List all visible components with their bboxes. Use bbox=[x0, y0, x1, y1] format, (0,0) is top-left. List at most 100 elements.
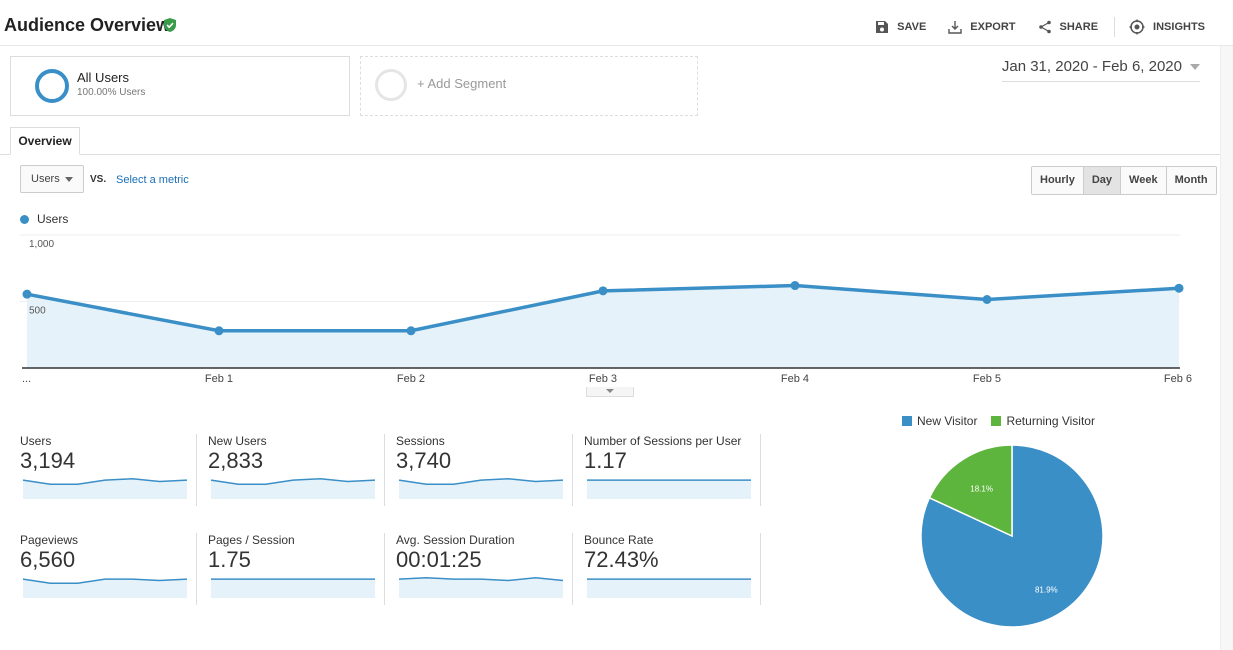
kpi-tile[interactable]: Sessions 3,740 bbox=[396, 434, 584, 506]
share-button[interactable]: SHARE bbox=[1038, 20, 1099, 34]
metric-select[interactable]: Users bbox=[20, 165, 84, 193]
sparkline-line bbox=[22, 578, 188, 584]
granularity-toggle: Hourly Day Week Month bbox=[1031, 166, 1217, 195]
kpi-label: New Users bbox=[208, 434, 267, 448]
legend-new-visitor: New Visitor bbox=[902, 414, 977, 428]
kpi-divider bbox=[760, 434, 761, 506]
share-label: SHARE bbox=[1059, 21, 1099, 33]
kpi-divider bbox=[572, 434, 573, 506]
sparkline-area bbox=[587, 480, 751, 499]
share-icon bbox=[1038, 20, 1051, 34]
kpi-value: 3,194 bbox=[20, 448, 76, 473]
kpi-label: Bounce Rate bbox=[584, 533, 654, 547]
export-button[interactable]: EXPORT bbox=[948, 20, 1016, 34]
kpi-sparkline bbox=[210, 477, 376, 499]
pie-slice[interactable] bbox=[928, 444, 1013, 538]
date-range-picker[interactable]: Jan 31, 2020 - Feb 6, 2020 bbox=[1001, 58, 1200, 82]
tab-overview[interactable]: Overview bbox=[10, 127, 80, 155]
empty-segment-ring-icon bbox=[375, 69, 407, 101]
users-legend-dot bbox=[20, 214, 29, 224]
granularity-hourly-button[interactable]: Hourly bbox=[1032, 167, 1084, 194]
sparkline-line bbox=[22, 477, 188, 485]
segment-ring-icon bbox=[35, 69, 69, 103]
kpi-tile[interactable]: Users 3,194 bbox=[20, 434, 208, 506]
pie-data-label: 81.9% bbox=[1035, 586, 1058, 595]
granularity-month-button[interactable]: Month bbox=[1166, 167, 1216, 194]
kpi-divider bbox=[384, 533, 385, 605]
users-data-point[interactable] bbox=[790, 281, 800, 291]
segment-percentage: 100.00% Users bbox=[77, 87, 146, 98]
add-segment-button[interactable]: + Add Segment bbox=[360, 56, 698, 116]
sparkline-area bbox=[399, 577, 563, 598]
chart-collapse-handle[interactable] bbox=[586, 387, 634, 397]
kpi-divider bbox=[196, 434, 197, 506]
kpi-sparkline bbox=[398, 576, 564, 598]
kpi-tile[interactable]: Number of Sessions per User 1.17 bbox=[584, 434, 772, 506]
kpi-sparkline bbox=[587, 479, 751, 499]
kpi-value: 72.43% bbox=[584, 547, 659, 572]
y-tick-label: 500 bbox=[29, 306, 46, 317]
granularity-day-button[interactable]: Day bbox=[1083, 167, 1122, 194]
header-actions: SAVE EXPORT SHARE INSIGHTS bbox=[853, 17, 1205, 37]
granularity-week-button[interactable]: Week bbox=[1121, 167, 1167, 194]
users-data-point[interactable] bbox=[214, 326, 224, 336]
sparkline-line bbox=[398, 576, 564, 582]
kpi-label: Sessions bbox=[396, 434, 445, 448]
users-data-point[interactable] bbox=[598, 286, 608, 296]
chevron-down-icon bbox=[1190, 63, 1200, 70]
users-line-chart: ... Feb 1 Feb 2 Feb 3 Feb 4 Feb 5 Feb 6 1,000 50… bbox=[20, 234, 1192, 385]
scrollbar-track[interactable] bbox=[1220, 46, 1233, 650]
x-tick-label: Feb 5 bbox=[973, 373, 1001, 385]
kpi-tile[interactable]: Bounce Rate 72.43% bbox=[584, 533, 772, 605]
kpi-sparkline bbox=[22, 477, 188, 499]
select-metric-link[interactable]: Select a metric bbox=[116, 174, 189, 186]
kpi-label: Pageviews bbox=[20, 533, 79, 547]
x-tick-label: Feb 3 bbox=[589, 373, 617, 385]
line-chart-legend: Users bbox=[20, 212, 68, 226]
pie-legend: New Visitor Returning Visitor bbox=[902, 414, 1109, 428]
sparkline-area bbox=[399, 478, 563, 499]
kpi-sparkline bbox=[587, 578, 751, 598]
insights-icon bbox=[1129, 19, 1145, 35]
export-label: EXPORT bbox=[970, 21, 1016, 33]
segment-all-users[interactable]: All Users 100.00% Users bbox=[10, 56, 350, 116]
actions-divider bbox=[1114, 17, 1116, 37]
segment-name: All Users bbox=[77, 70, 130, 85]
pie-data-label: 18.1% bbox=[970, 484, 993, 493]
x-tick-label: Feb 4 bbox=[781, 373, 809, 385]
kpi-value: 1.75 bbox=[208, 547, 251, 572]
insights-button[interactable]: INSIGHTS bbox=[1129, 19, 1205, 35]
save-icon bbox=[876, 21, 889, 33]
vs-label: VS. bbox=[90, 174, 107, 185]
users-data-point[interactable] bbox=[1174, 283, 1184, 293]
export-icon bbox=[948, 21, 962, 34]
kpi-value: 3,740 bbox=[396, 448, 452, 473]
kpi-value: 6,560 bbox=[20, 547, 76, 572]
verified-shield-icon bbox=[164, 18, 176, 32]
kpi-tile[interactable]: New Users 2,833 bbox=[208, 434, 396, 506]
kpi-divider bbox=[384, 434, 385, 506]
users-data-point[interactable] bbox=[982, 295, 992, 305]
sparkline-area bbox=[211, 478, 375, 499]
x-tick-label: ... bbox=[22, 373, 31, 385]
kpi-tile[interactable]: Pageviews 6,560 bbox=[20, 533, 208, 605]
users-data-point[interactable] bbox=[22, 289, 32, 299]
sparkline-area bbox=[23, 478, 187, 499]
kpi-label: Number of Sessions per User bbox=[584, 434, 742, 448]
users-data-point[interactable] bbox=[406, 326, 416, 336]
kpi-tile[interactable]: Pages / Session 1.75 bbox=[208, 533, 396, 605]
top-bar: Audience Overview SAVE EXPORT SHARE bbox=[0, 0, 1233, 46]
insights-label: INSIGHTS bbox=[1153, 21, 1205, 33]
kpi-divider bbox=[196, 533, 197, 605]
kpi-value: 2,833 bbox=[208, 448, 264, 473]
kpi-label: Avg. Session Duration bbox=[396, 533, 515, 547]
kpi-label: Pages / Session bbox=[208, 533, 295, 547]
kpi-divider bbox=[572, 533, 573, 605]
save-label: SAVE bbox=[897, 21, 927, 33]
sparkline-area bbox=[23, 579, 187, 598]
page-title: Audience Overview bbox=[4, 15, 171, 35]
save-button[interactable]: SAVE bbox=[875, 20, 926, 34]
kpi-value: 1.17 bbox=[584, 448, 627, 473]
kpi-tile[interactable]: Avg. Session Duration 00:01:25 bbox=[396, 533, 584, 605]
metric-select-value: Users bbox=[31, 173, 60, 185]
